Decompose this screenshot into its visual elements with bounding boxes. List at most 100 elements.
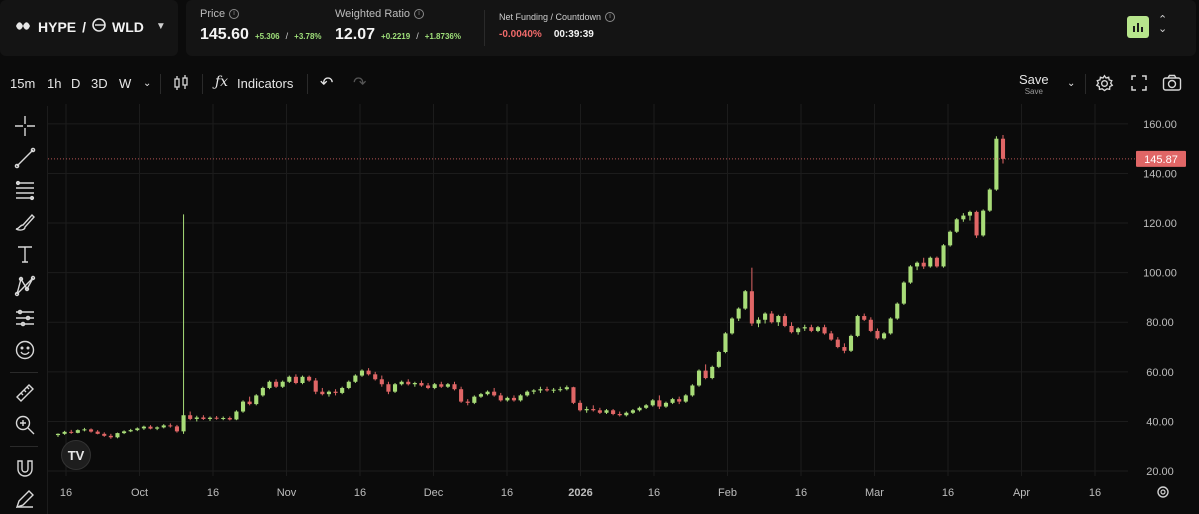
candle-body	[366, 370, 371, 375]
candle-body	[663, 402, 669, 407]
drawing-toolbar	[0, 106, 48, 514]
interval-1h[interactable]: 1h	[47, 76, 62, 91]
candle-body	[683, 395, 688, 402]
candle-body	[1000, 138, 1006, 159]
prediction-icon[interactable]	[13, 306, 37, 330]
tradingview-logo[interactable]: TV	[61, 440, 91, 470]
top-header: HYPE / WLD ▼ Price i 145.60 +5.306 / +3.7…	[0, 0, 1199, 60]
text-tool-icon[interactable]	[13, 242, 37, 266]
price-change-sep: /	[285, 31, 289, 41]
candle-body	[789, 325, 794, 333]
interval-3d[interactable]: 3D	[91, 76, 108, 91]
x-tick-label: 16	[207, 487, 219, 499]
weighted-change-sep: /	[416, 31, 419, 41]
candles-icon[interactable]	[172, 74, 190, 95]
y-tick-label: 60.00	[1146, 367, 1174, 379]
ruler-icon[interactable]	[13, 381, 37, 405]
candle-body	[161, 425, 166, 428]
settings-gear-icon[interactable]	[1095, 74, 1114, 96]
candle-body	[564, 387, 569, 390]
candle-body	[102, 433, 107, 436]
candle-body	[994, 138, 999, 190]
brush-icon[interactable]	[13, 210, 37, 234]
candle-body	[346, 381, 351, 388]
candle-body	[188, 415, 193, 419]
interval-w[interactable]: W	[119, 76, 132, 91]
candlestick-chart[interactable]: 20.00 40.00 60.00 80.00 100.00 120.00 140.00 16…	[48, 104, 1199, 514]
candle-body	[756, 319, 761, 324]
candle-body	[815, 327, 821, 331]
info-icon[interactable]: i	[229, 9, 240, 19]
funding-stat: Net Funding / Countdown i -0.0040% 00:39:…	[499, 12, 616, 40]
x-tick-label: 2026	[568, 487, 592, 499]
x-tick-label: 16	[354, 487, 366, 499]
candle-body	[141, 426, 146, 429]
x-tick-label: 16	[60, 487, 72, 499]
candle-body	[181, 415, 186, 432]
candle-body	[802, 327, 807, 329]
weighted-ratio-stat: Weighted Ratio i 12.07 +0.2219 / +1.8736%	[335, 8, 461, 44]
zoom-in-icon[interactable]	[13, 413, 37, 437]
candle-body	[518, 395, 523, 401]
candle-body	[75, 430, 80, 433]
expand-collapse-icon[interactable]: ⌃ ⌄	[1158, 14, 1168, 35]
save-button[interactable]: Save Save	[1019, 72, 1049, 96]
price-chart[interactable]: 20.00 40.00 60.00 80.00 100.00 120.00 140.00 16…	[48, 104, 1199, 514]
candle-body	[115, 433, 120, 438]
interval-dropdown-icon[interactable]: ⌄	[143, 78, 152, 89]
save-label: Save	[1019, 72, 1049, 87]
fib-retracement-icon[interactable]	[13, 178, 37, 202]
candle-body	[696, 370, 702, 386]
candle-body	[822, 327, 827, 334]
candle-body	[578, 402, 583, 411]
candle-body	[743, 291, 748, 309]
chart-type-badge[interactable]	[1127, 16, 1149, 38]
base-asset: HYPE	[38, 18, 77, 35]
emoji-icon[interactable]	[13, 338, 37, 362]
pattern-icon[interactable]	[13, 274, 37, 298]
candle-body	[69, 431, 74, 433]
candle-body	[544, 389, 550, 391]
candle-body	[848, 335, 854, 351]
interval-15m[interactable]: 15m	[10, 76, 36, 91]
candle-body	[267, 381, 272, 388]
trend-line-icon[interactable]	[13, 146, 37, 170]
candle-body	[359, 370, 365, 376]
fullscreen-icon[interactable]	[1130, 74, 1148, 95]
interval-d[interactable]: D	[71, 76, 81, 91]
candle-body	[558, 389, 563, 391]
last-price-label: 145.87	[1144, 154, 1178, 166]
y-tick-label: 120.00	[1143, 218, 1177, 230]
candle-body	[875, 330, 880, 339]
magnet-icon[interactable]	[13, 456, 37, 480]
candle-body	[531, 390, 536, 392]
weighted-ratio-value: 12.07	[335, 26, 376, 43]
toolbar-divider	[160, 74, 161, 94]
redo-icon[interactable]: ↷	[353, 75, 367, 92]
x-tick-label: Mar	[865, 487, 884, 499]
info-icon[interactable]: i	[605, 12, 616, 22]
candle-body	[426, 385, 431, 388]
candle-body	[637, 407, 642, 411]
save-sublabel: Save	[1024, 87, 1043, 96]
candle-body	[300, 376, 305, 383]
camera-icon[interactable]	[1162, 74, 1182, 95]
candle-body	[498, 395, 503, 401]
indicators-fx-icon[interactable]: ƒx	[215, 74, 229, 90]
candle-body	[901, 282, 906, 304]
pair-selector[interactable]: HYPE / WLD ▼	[0, 0, 178, 56]
info-icon[interactable]: i	[414, 9, 425, 19]
undo-icon[interactable]: ↶	[320, 75, 334, 92]
pencil-lock-icon[interactable]	[13, 487, 37, 511]
crosshair-icon[interactable]	[13, 114, 37, 138]
save-dropdown-icon[interactable]: ⌄	[1067, 78, 1076, 89]
price-change-pct: +3.78%	[294, 32, 322, 41]
toolbar-divider	[307, 74, 308, 94]
x-tick-label: 16	[942, 487, 954, 499]
candle-body	[505, 397, 510, 401]
candle-body	[168, 425, 173, 427]
chevron-down-icon[interactable]: ▼	[155, 21, 166, 32]
candle-body	[736, 308, 741, 319]
indicators-button[interactable]: Indicators	[237, 76, 294, 91]
candle-body	[954, 219, 959, 232]
